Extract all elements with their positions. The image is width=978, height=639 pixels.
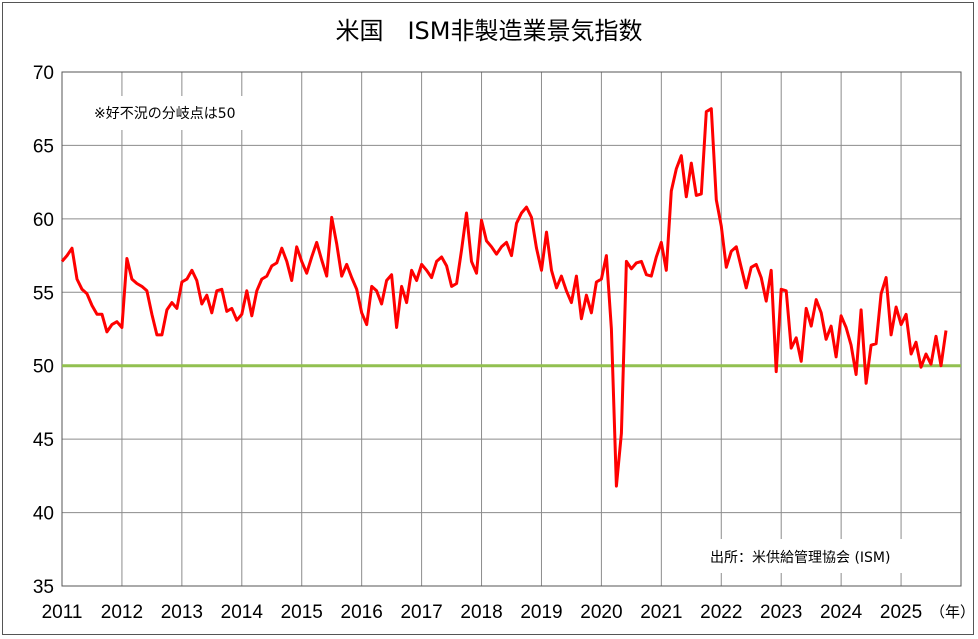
x-axis-ticks: 2011 2012 2013 2014 2015 2016 2017 2018 2019 2020…: [42, 602, 923, 623]
y-tick-label: 50: [33, 357, 54, 378]
y-tick-label: 60: [33, 210, 54, 231]
x-tick-label: 2020: [580, 602, 622, 623]
gridlines: [62, 71, 961, 587]
x-tick-label: 2018: [460, 602, 502, 623]
x-tick-label: 2023: [760, 602, 802, 623]
x-tick-label: 2015: [281, 602, 323, 623]
y-axis-ticks: 35 40 45 50 55 60 65 70: [33, 63, 54, 598]
x-axis-unit: （年）: [930, 603, 975, 621]
x-tick-label: 2013: [161, 602, 203, 623]
source-box: [694, 539, 956, 573]
x-tick-label: 2012: [101, 602, 143, 623]
x-tick-label: 2016: [341, 602, 383, 623]
y-tick-label: 35: [33, 577, 54, 598]
plot-area: [61, 71, 962, 587]
x-tick-label: 2017: [400, 602, 442, 623]
annotation-box: [88, 96, 298, 130]
x-tick-label: 2011: [42, 602, 83, 623]
x-tick-label: 2019: [520, 602, 562, 623]
x-tick-label: 2021: [640, 602, 682, 623]
x-tick-label: 2014: [221, 602, 264, 623]
series-line-ism-services: [60, 107, 948, 488]
x-tick-label: 2024: [820, 602, 863, 623]
x-tick-label: 2025: [880, 602, 922, 623]
y-tick-label: 70: [33, 63, 54, 84]
y-tick-label: 40: [33, 504, 54, 525]
annotation-text: ※好不況の分岐点は50: [94, 106, 236, 122]
y-tick-label: 65: [33, 136, 54, 157]
y-tick-label: 55: [33, 283, 54, 304]
x-tick-label: 2022: [700, 602, 742, 623]
chart-title: 米国 ISM非製造業景気指数: [335, 17, 642, 45]
y-tick-label: 45: [33, 430, 54, 451]
source-text: 出所：米供給管理協会 (ISM): [710, 550, 890, 566]
